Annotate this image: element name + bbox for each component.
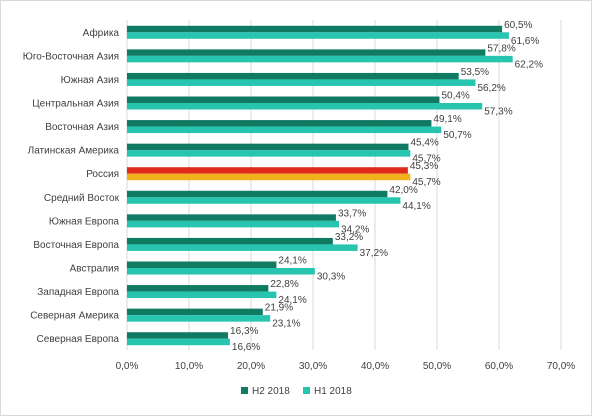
bar-h2-восточная-европа <box>127 237 333 245</box>
x-tick-label: 40,0% <box>361 361 389 372</box>
data-label-h2: 50,4% <box>441 91 469 102</box>
bar-h1-северная-америка <box>127 315 271 322</box>
bar-h2-африка <box>127 25 503 33</box>
bar-h2-средний-восток <box>127 190 388 198</box>
x-tick-label: 10,0% <box>175 361 203 372</box>
bar-h2-латинская-америка <box>127 143 409 151</box>
bar-h2-юго-восточная-азия <box>127 49 486 56</box>
legend: H2 2018 H1 2018 <box>241 386 352 397</box>
data-labels: 60,5% 61,6%57,8%62,2% 53,5% 56,2% 50,4% 57,3%… <box>230 20 543 353</box>
x-tick-label: 20,0% <box>237 361 265 372</box>
bar-h1-западная-европа <box>127 291 277 299</box>
x-tick-label: 30,0% <box>299 361 327 372</box>
data-label-h2: 42,0% <box>389 185 417 196</box>
data-label-h2: 33,2% <box>335 232 363 243</box>
x-tick-label: 0,0% <box>116 361 139 372</box>
legend-swatch-h1-2018 <box>303 387 310 394</box>
bar-h2-западная-европа <box>127 285 269 292</box>
bar-h2-россия <box>127 167 408 174</box>
category-label: Центральная Азия <box>32 99 119 110</box>
data-label-h1: 57,3% <box>484 107 512 118</box>
gridlines <box>126 20 562 350</box>
category-label: Юго-Восточная Азия <box>23 51 119 62</box>
data-label-h1: 62,2% <box>515 59 543 70</box>
category-label: Африка <box>83 27 120 39</box>
legend-label: H2 2018 <box>252 386 290 397</box>
data-label-h2: 21,9% <box>265 303 293 314</box>
x-tick-label: 70,0% <box>547 361 575 372</box>
x-axis-ticks: 0,0% 10,0% 20,0% 30,0% 40,0% 50,0% 60,0% 70,0% <box>116 361 576 372</box>
data-label-h2: 24,1% <box>278 256 306 267</box>
data-label-h2: 49,1% <box>433 114 461 125</box>
category-label: Южная Европа <box>49 216 120 227</box>
data-label-h1: 16,6% <box>232 342 260 353</box>
data-label-h2: 60,5% <box>504 20 532 31</box>
data-label-h2: 22,8% <box>270 279 298 290</box>
category-label: Южная Азия <box>61 75 119 86</box>
category-label: Северная Европа <box>37 334 120 345</box>
bar-h1-австралия <box>127 268 315 275</box>
category-label: Северная Америка <box>30 311 119 322</box>
data-label-h2: 57,8% <box>487 43 515 54</box>
legend-label: H1 2018 <box>314 386 352 397</box>
data-label-h1: 34,2% <box>341 224 369 235</box>
category-label: Латинская Америка <box>28 146 120 157</box>
data-label-h1: 37,2% <box>360 248 388 259</box>
bar-h1-северная-европа <box>127 338 230 346</box>
data-label-h1: 56,2% <box>477 83 505 94</box>
category-labels: Африка Юго-Восточная Азия Южная Азия Центра… <box>23 27 120 345</box>
bar-h2-северная-европа <box>127 332 229 339</box>
data-label-h1: 24,1% <box>278 295 306 306</box>
bar-h1-латинская-америка <box>127 150 411 157</box>
bar-h2-южная-азия <box>127 72 459 80</box>
data-label-h2: 33,7% <box>338 208 366 219</box>
category-label: Австралия <box>70 264 119 275</box>
bar-h1-африка <box>127 32 509 39</box>
data-label-h2: 16,3% <box>230 326 258 337</box>
bar-h1-россия <box>127 173 411 181</box>
category-label: Восточная Европа <box>33 240 119 251</box>
category-label: Россия <box>86 169 119 180</box>
bar-h1-юго-восточная-азия <box>127 55 513 63</box>
bar-h1-южная-европа <box>127 220 340 228</box>
x-tick-label: 60,0% <box>485 361 513 372</box>
data-label-h1: 61,6% <box>511 36 539 47</box>
data-label-h1: 30,3% <box>317 272 345 283</box>
bar-h1-центральная-азия <box>127 103 483 110</box>
data-label-h1: 44,1% <box>402 201 430 212</box>
data-label-h2: 53,5% <box>461 67 489 78</box>
bar-h1-восточная-азия <box>127 126 442 134</box>
bar-h1-восточная-европа <box>127 244 358 251</box>
data-label-h1: 50,7% <box>443 130 471 141</box>
legend-swatch-h2-2018 <box>241 387 248 394</box>
bar-h2-восточная-азия <box>127 120 432 127</box>
bar-h2-австралия <box>127 261 277 268</box>
category-label: Средний Восток <box>44 193 120 204</box>
bar-h2-южная-европа <box>127 214 336 221</box>
bar-h1-южная-азия <box>127 79 476 86</box>
category-label: Восточная Азия <box>45 122 119 133</box>
x-tick-label: 50,0% <box>423 361 451 372</box>
data-label-h1: 45,7% <box>412 177 440 188</box>
category-label: Западная Европа <box>37 287 119 298</box>
bar-h2-северная-америка <box>127 308 263 316</box>
bar-h2-центральная-азия <box>127 96 440 103</box>
bars <box>127 25 513 346</box>
data-label-h1: 45,7% <box>412 154 440 165</box>
data-label-h1: 23,1% <box>272 319 300 330</box>
bar-h1-средний-восток <box>127 197 401 204</box>
data-label-h2: 45,3% <box>410 161 438 172</box>
data-label-h2: 45,4% <box>410 138 438 149</box>
